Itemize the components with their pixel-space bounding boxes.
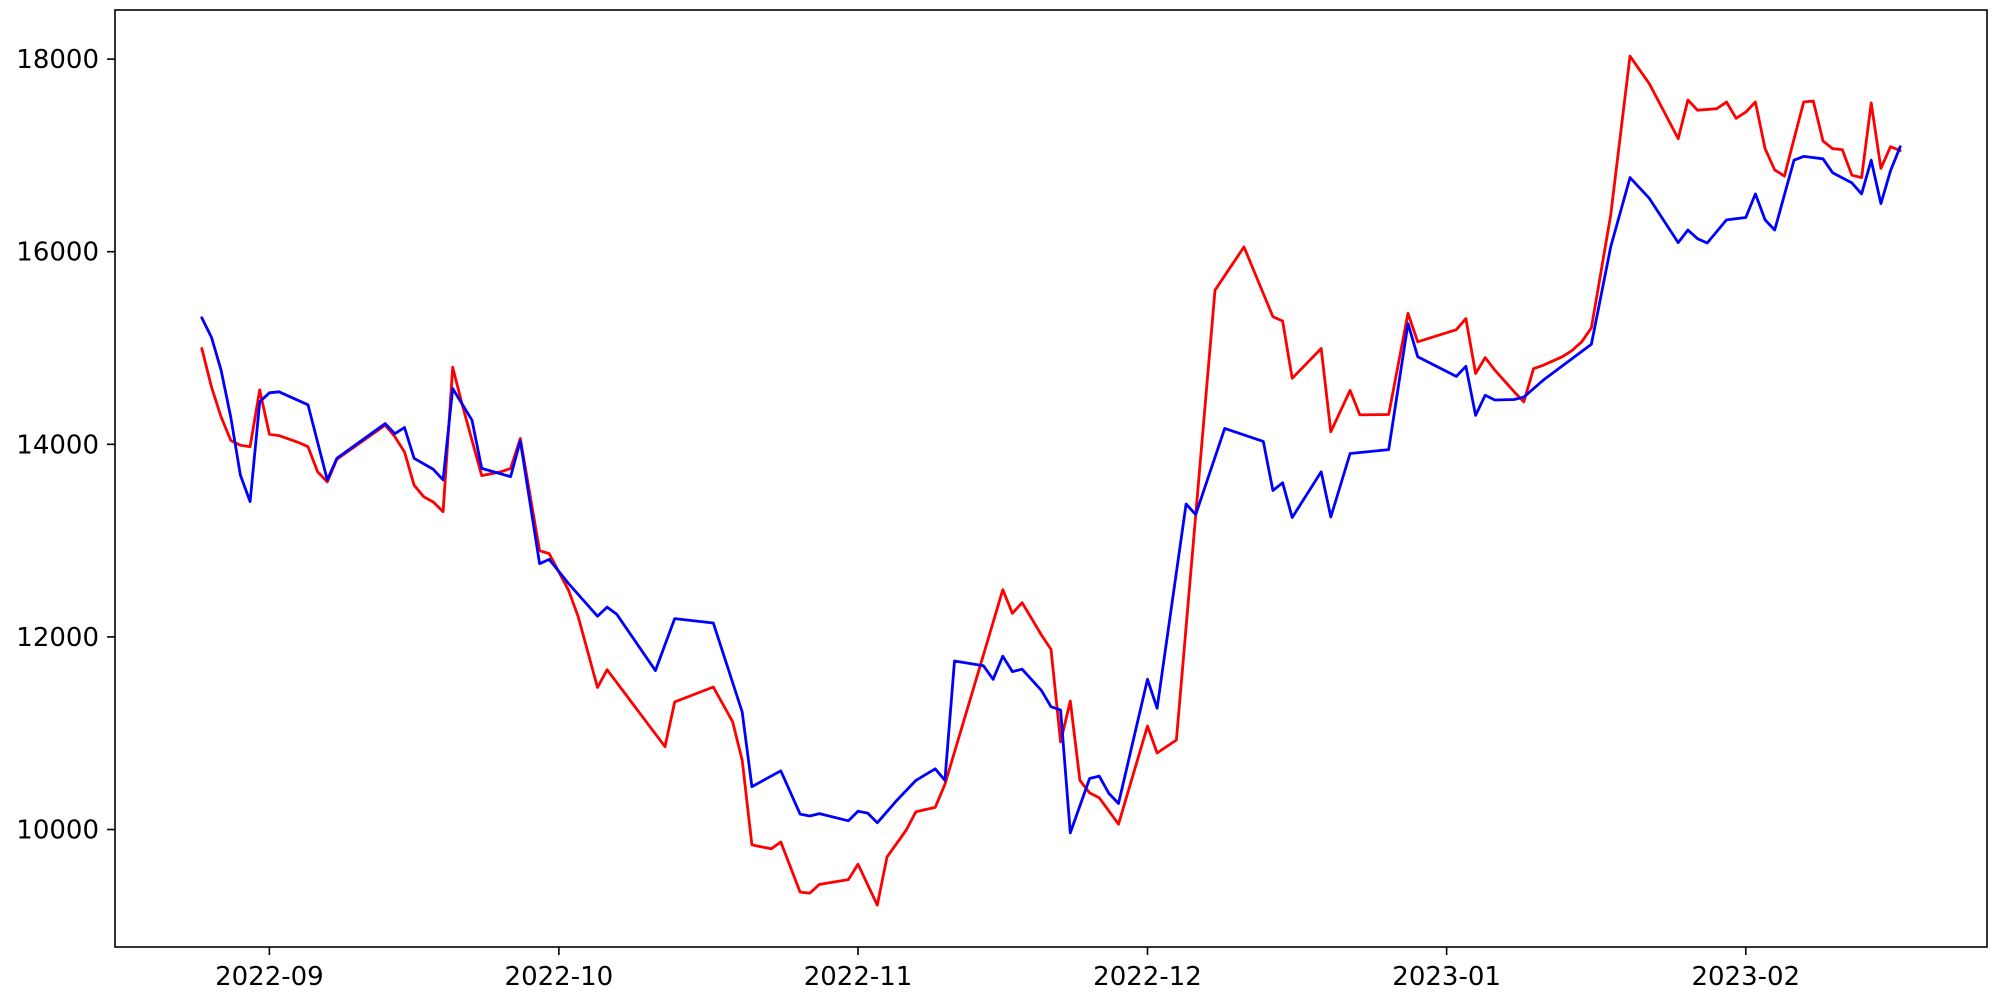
y-tick-label: 10000: [16, 816, 99, 846]
axes-spines: [114, 9, 1988, 948]
red-series-line: [200, 54, 1902, 907]
y-tick-label: 14000: [16, 430, 99, 460]
x-tick-label: 2022-09: [215, 962, 324, 992]
x-tick-label: 2022-10: [505, 962, 614, 992]
y-axis-ticks: 10000 12000 14000 16000 18000: [16, 45, 115, 846]
x-tick-label: 2023-02: [1691, 962, 1800, 992]
x-tick-label: 2022-11: [804, 962, 913, 992]
y-tick-label: 18000: [16, 45, 99, 75]
x-tick-label: 2022-12: [1093, 962, 1202, 992]
y-tick-label: 12000: [16, 623, 99, 653]
x-tick-label: 2023-01: [1392, 962, 1501, 992]
y-tick-label: 16000: [16, 238, 99, 268]
series-lines: [200, 54, 1902, 907]
blue-series-line: [200, 145, 1902, 835]
x-axis-ticks: 2022-09 2022-10 2022-11 2022-12 2023-01 2023-…: [215, 947, 1800, 992]
